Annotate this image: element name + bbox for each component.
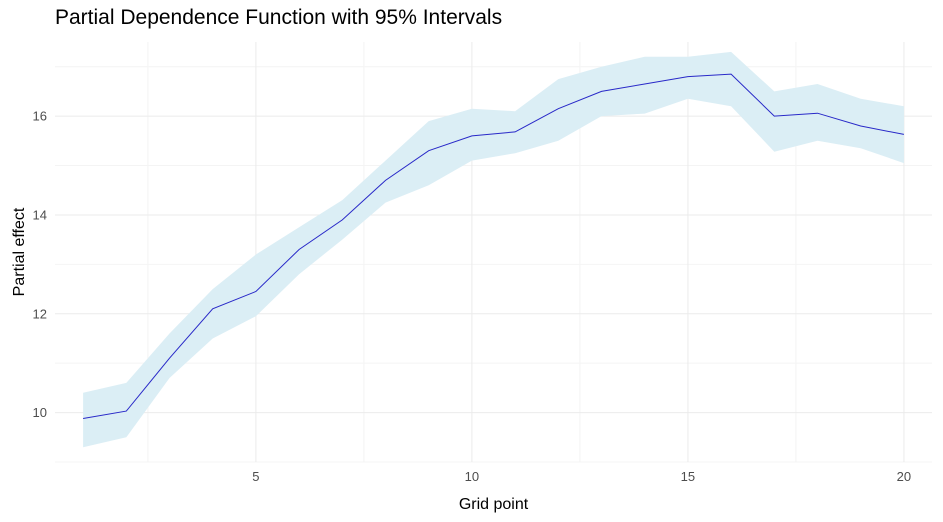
chart-title: Partial Dependence Function with 95% Int… — [55, 6, 503, 29]
x-tick-label: 10 — [465, 469, 479, 484]
x-tick-label: 20 — [897, 469, 911, 484]
partial-dependence-line — [83, 73, 904, 419]
y-tick-label: 16 — [33, 109, 47, 124]
minor-gridlines — [55, 42, 932, 463]
x-tick-labels: 5 10 15 20 — [252, 469, 911, 484]
y-tick-label: 14 — [33, 207, 47, 222]
x-tick-label: 15 — [681, 469, 695, 484]
x-axis-title: Grid point — [459, 496, 529, 513]
x-tick-label: 5 — [252, 469, 259, 484]
y-tick-label: 10 — [33, 405, 47, 420]
y-tick-labels: 10 12 14 16 — [33, 109, 47, 420]
y-tick-label: 12 — [33, 306, 47, 321]
confidence-interval-band — [83, 51, 904, 448]
y-axis-title: Partial effect — [11, 207, 28, 296]
